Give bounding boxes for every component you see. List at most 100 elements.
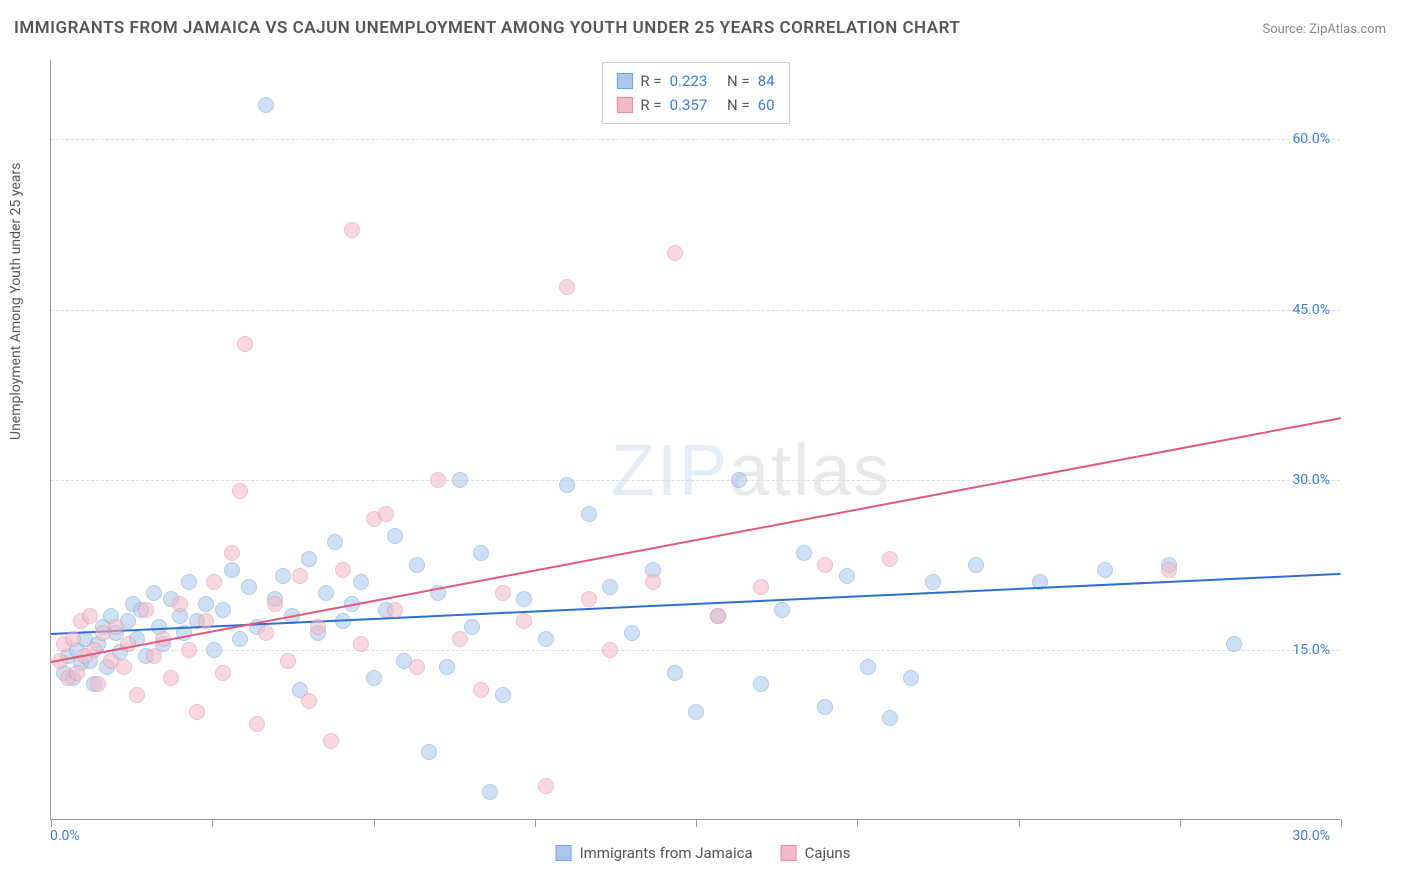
gridline [51, 650, 1340, 651]
data-point [353, 574, 369, 590]
data-point [292, 568, 308, 584]
data-point [181, 574, 197, 590]
x-tick [374, 819, 375, 827]
data-point [387, 602, 403, 618]
data-point [903, 670, 919, 686]
data-point [882, 710, 898, 726]
legend-row-series-1: R = 0.357 N = 60 [616, 93, 774, 117]
data-point [1097, 562, 1113, 578]
data-point [421, 744, 437, 760]
y-tick-label: 60.0% [1292, 131, 1330, 147]
data-point [452, 472, 468, 488]
legend-swatch-bottom-1 [781, 845, 797, 861]
legend-item-1: Cajuns [781, 844, 851, 862]
watermark-zip: ZIP [611, 431, 729, 511]
data-point [181, 642, 197, 658]
data-point [624, 625, 640, 641]
legend-item-0: Immigrants from Jamaica [556, 844, 753, 862]
data-point [146, 648, 162, 664]
data-point [353, 636, 369, 652]
data-point [232, 483, 248, 499]
chart-title: IMMIGRANTS FROM JAMAICA VS CAJUN UNEMPLO… [14, 18, 960, 38]
series-legend: Immigrants from Jamaica Cajuns [556, 844, 851, 862]
trend-line [51, 417, 1341, 663]
data-point [65, 631, 81, 647]
data-point [108, 619, 124, 635]
x-tick [857, 819, 858, 827]
gridline [51, 310, 1340, 311]
data-point [258, 97, 274, 113]
data-point [667, 665, 683, 681]
data-point [495, 585, 511, 601]
x-tick [212, 819, 213, 827]
data-point [860, 659, 876, 675]
data-point [344, 222, 360, 238]
gridline [51, 480, 1340, 481]
data-point [602, 579, 618, 595]
n-label: N = [727, 69, 750, 93]
x-tick [1341, 819, 1342, 827]
x-tick [1180, 819, 1181, 827]
data-point [602, 642, 618, 658]
data-point [129, 687, 145, 703]
y-tick-label: 15.0% [1292, 642, 1330, 658]
source-attribution: Source: ZipAtlas.com [1262, 22, 1386, 37]
r-value-1: 0.357 [670, 93, 708, 117]
data-point [796, 545, 812, 561]
data-point [882, 551, 898, 567]
data-point [366, 670, 382, 686]
data-point [516, 591, 532, 607]
chart-container: IMMIGRANTS FROM JAMAICA VS CAJUN UNEMPLO… [0, 0, 1406, 892]
y-tick-label: 30.0% [1292, 472, 1330, 488]
data-point [198, 613, 214, 629]
n-label: N = [727, 93, 750, 117]
data-point [172, 596, 188, 612]
n-value-1: 60 [758, 93, 775, 117]
data-point [464, 619, 480, 635]
data-point [581, 506, 597, 522]
data-point [1161, 562, 1177, 578]
x-min-label: 0.0% [50, 828, 80, 844]
data-point [516, 613, 532, 629]
data-point [710, 608, 726, 624]
data-point [327, 534, 343, 550]
data-point [301, 693, 317, 709]
data-point [215, 665, 231, 681]
y-axis-label: Unemployment Among Youth under 25 years [8, 163, 24, 440]
data-point [968, 557, 984, 573]
data-point [538, 631, 554, 647]
data-point [215, 602, 231, 618]
data-point [275, 568, 291, 584]
data-point [688, 704, 704, 720]
data-point [241, 579, 257, 595]
data-point [1226, 636, 1242, 652]
data-point [473, 682, 489, 698]
data-point [667, 245, 683, 261]
x-tick [1019, 819, 1020, 827]
data-point [387, 528, 403, 544]
data-point [482, 784, 498, 800]
data-point [753, 676, 769, 692]
data-point [90, 676, 106, 692]
data-point [925, 574, 941, 590]
data-point [439, 659, 455, 675]
data-point [430, 472, 446, 488]
data-point [224, 562, 240, 578]
data-point [138, 602, 154, 618]
legend-row-series-0: R = 0.223 N = 84 [616, 69, 774, 93]
data-point [817, 557, 833, 573]
data-point [495, 687, 511, 703]
watermark: ZIPatlas [611, 430, 891, 512]
data-point [116, 659, 132, 675]
data-point [310, 619, 326, 635]
data-point [378, 506, 394, 522]
x-max-label: 30.0% [1292, 828, 1330, 844]
legend-swatch-bottom-0 [556, 845, 572, 861]
data-point [146, 585, 162, 601]
data-point [301, 551, 317, 567]
data-point [232, 631, 248, 647]
data-point [69, 665, 85, 681]
data-point [409, 557, 425, 573]
data-point [645, 574, 661, 590]
data-point [452, 631, 468, 647]
